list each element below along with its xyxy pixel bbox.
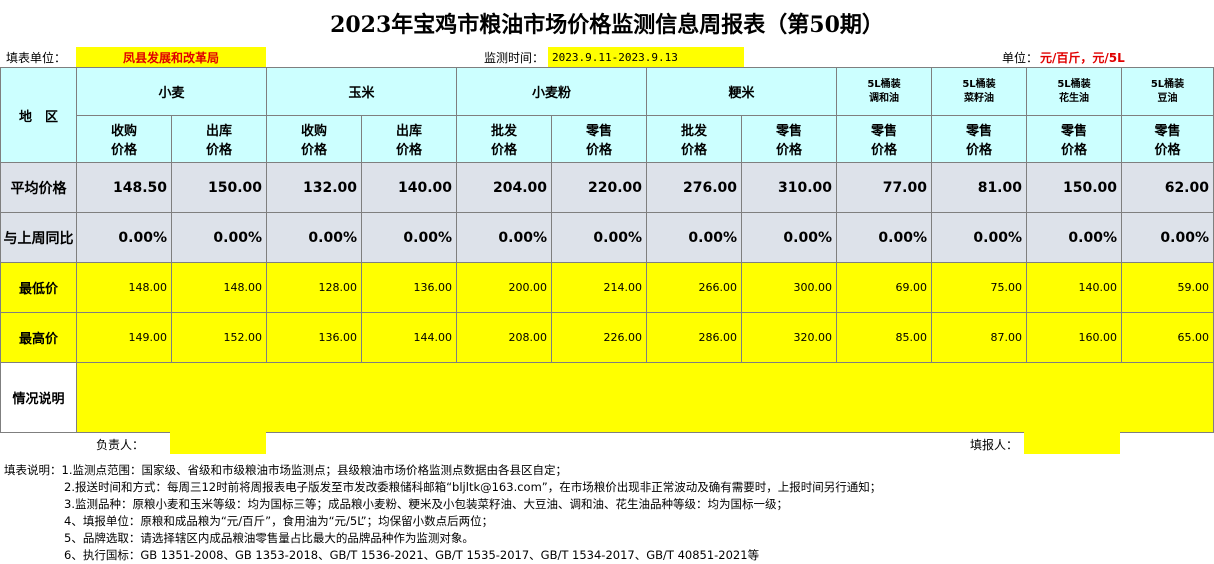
notes-input-cell[interactable] (76, 362, 1214, 433)
week-over-week-cell: 0.00% (551, 212, 647, 263)
week-over-week-cell: 0.00% (1026, 212, 1122, 263)
measure-value: 元/百斤，元/5L (1040, 51, 1125, 65)
week-over-week-cell: 0.00% (76, 212, 172, 263)
instructions: 填表说明：1.监测点范围：国家级、省级和市级粮油市场监测点；县级粮油市场价格监测… (4, 462, 881, 564)
average-price-cell: 148.50 (76, 162, 172, 213)
instruction-item: 4、填报单位：原粮和成品粮为“元/百斤”，食用油为“元/5L”；均保留小数点后两… (64, 514, 494, 528)
period-value-field[interactable]: 2023.9.11-2023.9.13 (548, 47, 744, 67)
instruction-item: 2.报送时间和方式：每周三12时前将周报表电子版发至市发改委粮储科邮箱“bljl… (64, 480, 882, 494)
subheader-cell: 零售 价格 (741, 115, 837, 163)
price-table: 地 区 小麦 玉米 小麦粉 粳米 5L桶装 调和油 5L桶装 菜籽油 5L桶装 … (0, 67, 1214, 433)
average-price-cell: 204.00 (456, 162, 552, 213)
lowest-price-cell[interactable]: 200.00 (456, 262, 552, 313)
week-over-week-cell: 0.00% (456, 212, 552, 263)
average-price-cell: 140.00 (361, 162, 457, 213)
report-title: 2023年宝鸡市粮油市场价格监测信息周报表（第50期） (330, 12, 884, 38)
group-corn: 玉米 (266, 67, 457, 116)
highest-price-cell[interactable]: 65.00 (1121, 312, 1214, 363)
group-rapeseed-oil: 5L桶装 菜籽油 (931, 67, 1027, 116)
average-price-cell: 220.00 (551, 162, 647, 213)
average-price-label: 平均价格 (0, 162, 77, 213)
lowest-price-cell[interactable]: 59.00 (1121, 262, 1214, 313)
subheader-cell: 零售 价格 (1026, 115, 1122, 163)
highest-price-cell[interactable]: 286.00 (646, 312, 742, 363)
manager-field[interactable] (170, 432, 266, 454)
week-over-week-cell: 0.00% (1121, 212, 1214, 263)
lowest-price-cell[interactable]: 148.00 (171, 262, 267, 313)
unit-value: 凤县发展和改革局 (122, 50, 219, 65)
instruction-item: 1.监测点范围：国家级、省级和市级粮油市场监测点；县级粮油市场价格监测点数据由各… (61, 463, 567, 477)
instruction-item: 3.监测品种：原粮小麦和玉米等级：均为国标三等；成品粮小麦粉、粳米及小包装菜籽油… (64, 497, 788, 511)
average-price-cell: 132.00 (266, 162, 362, 213)
highest-price-cell[interactable]: 136.00 (266, 312, 362, 363)
highest-price-label: 最高价 (0, 312, 77, 363)
filler-field[interactable] (1024, 432, 1120, 454)
sign-bar: 负责人： 填报人： (0, 432, 1214, 454)
group-wheat: 小麦 (76, 67, 267, 116)
lowest-price-cell[interactable]: 136.00 (361, 262, 457, 313)
week-over-week-cell: 0.00% (931, 212, 1027, 263)
lowest-price-cell[interactable]: 140.00 (1026, 262, 1122, 313)
week-over-week-cell: 0.00% (646, 212, 742, 263)
average-price-cell: 310.00 (741, 162, 837, 213)
subheader-cell: 收购 价格 (266, 115, 362, 163)
lowest-price-label: 最低价 (0, 262, 77, 313)
average-price-cell: 81.00 (931, 162, 1027, 213)
instructions-prefix: 填表说明： (4, 463, 62, 477)
subheader-cell: 收购 价格 (76, 115, 172, 163)
info-bar: 填表单位： 凤县发展和改革局 监测时间： 2023.9.11-2023.9.13… (0, 47, 1214, 67)
subheader-cell: 零售 价格 (1121, 115, 1214, 163)
highest-price-cell[interactable]: 226.00 (551, 312, 647, 363)
group-peanut-oil: 5L桶装 花生油 (1026, 67, 1122, 116)
average-price-cell: 276.00 (646, 162, 742, 213)
average-price-cell: 62.00 (1121, 162, 1214, 213)
notes-row-label: 情况说明 (0, 362, 77, 433)
instruction-item: 5、品牌选取：请选择辖区内成品粮油零售量占比最大的品牌品种作为监测对象。 (64, 531, 474, 545)
group-rice: 粳米 (646, 67, 837, 116)
highest-price-cell[interactable]: 149.00 (76, 312, 172, 363)
week-over-week-cell: 0.00% (361, 212, 457, 263)
week-over-week-label: 与上周同比 (0, 212, 77, 263)
week-over-week-cell: 0.00% (836, 212, 932, 263)
lowest-price-cell[interactable]: 148.00 (76, 262, 172, 313)
lowest-price-cell[interactable]: 75.00 (931, 262, 1027, 313)
week-over-week-cell: 0.00% (266, 212, 362, 263)
subheader-cell: 零售 价格 (836, 115, 932, 163)
unit-value-field[interactable]: 凤县发展和改革局 (76, 47, 266, 67)
highest-price-cell[interactable]: 85.00 (836, 312, 932, 363)
highest-price-cell[interactable]: 208.00 (456, 312, 552, 363)
instruction-item: 6、执行国标：GB 1351-2008、GB 1353-2018、GB/T 15… (64, 548, 760, 562)
group-blend-oil: 5L桶装 调和油 (836, 67, 932, 116)
subheader-cell: 出库 价格 (361, 115, 457, 163)
subheader-cell: 零售 价格 (551, 115, 647, 163)
highest-price-cell[interactable]: 152.00 (171, 312, 267, 363)
period-label: 监测时间： (484, 51, 545, 65)
average-price-cell: 150.00 (1026, 162, 1122, 213)
region-header: 地 区 (0, 67, 77, 163)
highest-price-cell[interactable]: 320.00 (741, 312, 837, 363)
measure-label: 单位： (1002, 51, 1039, 65)
average-price-cell: 77.00 (836, 162, 932, 213)
highest-price-cell[interactable]: 87.00 (931, 312, 1027, 363)
lowest-price-cell[interactable]: 300.00 (741, 262, 837, 313)
lowest-price-cell[interactable]: 128.00 (266, 262, 362, 313)
unit-label: 填表单位： (6, 51, 67, 65)
average-price-cell: 150.00 (171, 162, 267, 213)
lowest-price-cell[interactable]: 214.00 (551, 262, 647, 313)
manager-label: 负责人： (96, 438, 145, 452)
lowest-price-cell[interactable]: 69.00 (836, 262, 932, 313)
subheader-cell: 出库 价格 (171, 115, 267, 163)
highest-price-cell[interactable]: 144.00 (361, 312, 457, 363)
highest-price-cell[interactable]: 160.00 (1026, 312, 1122, 363)
subheader-cell: 批发 价格 (456, 115, 552, 163)
lowest-price-cell[interactable]: 266.00 (646, 262, 742, 313)
period-value: 2023.9.11-2023.9.13 (552, 50, 678, 64)
filler-label: 填报人： (970, 438, 1019, 452)
subheader-cell: 批发 价格 (646, 115, 742, 163)
group-soybean-oil: 5L桶装 豆油 (1121, 67, 1214, 116)
group-flour: 小麦粉 (456, 67, 647, 116)
week-over-week-cell: 0.00% (171, 212, 267, 263)
week-over-week-cell: 0.00% (741, 212, 837, 263)
subheader-cell: 零售 价格 (931, 115, 1027, 163)
